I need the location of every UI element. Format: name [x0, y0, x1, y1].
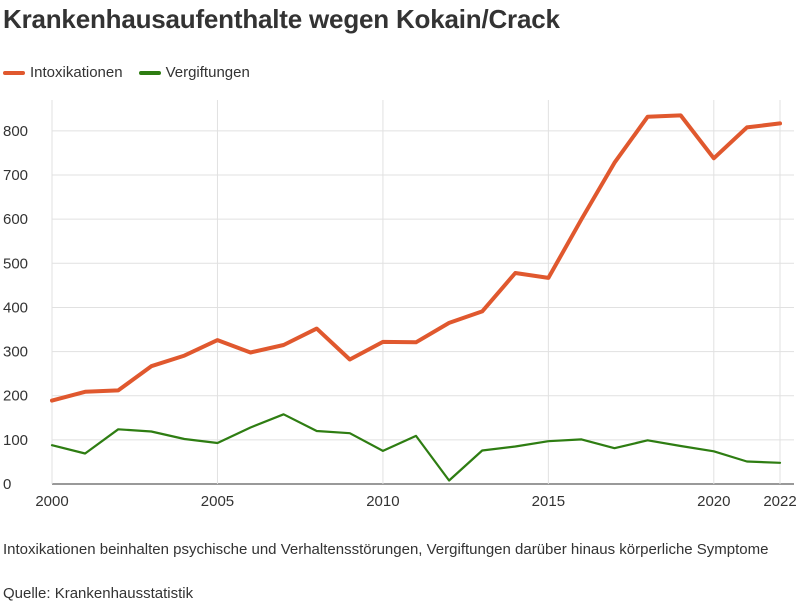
legend: Intoxikationen Vergiftungen	[3, 64, 266, 81]
series-lines	[50, 113, 782, 482]
y-tick-label: 0	[3, 476, 11, 493]
grid	[51, 100, 794, 485]
y-tick-label: 800	[3, 123, 28, 140]
x-tick-label: 2005	[201, 493, 234, 510]
chart-title: Krankenhausaufenthalte wegen Kokain/Crac…	[3, 4, 560, 34]
series-line-intoxikationen	[50, 113, 782, 403]
x-axis: 2000 2005 2010 2015 2020 2022	[35, 493, 796, 510]
chart-note: Intoxikationen beinhalten psychische und…	[3, 541, 769, 558]
y-axis: 0 100 200 300 400 500 600 700 800	[3, 123, 28, 493]
y-tick-label: 700	[3, 167, 28, 184]
legend-swatch-vergiftungen	[138, 70, 161, 75]
y-tick-label: 100	[3, 432, 28, 449]
legend-item-vergiftungen: Vergiftungen	[138, 64, 250, 81]
chart-source: Quelle: Krankenhausstatistik	[3, 585, 194, 602]
legend-label-vergiftungen: Vergiftungen	[165, 64, 250, 81]
x-tick-label: 2015	[532, 493, 565, 510]
series-line-vergiftungen	[50, 413, 782, 482]
y-tick-label: 600	[3, 211, 28, 228]
legend-swatch-intoxikationen	[3, 70, 25, 75]
x-tick-label: 2020	[697, 493, 730, 510]
x-tick-label: 2010	[366, 493, 399, 510]
y-tick-label: 400	[3, 299, 28, 316]
y-tick-label: 200	[3, 388, 28, 405]
y-tick-label: 500	[3, 255, 28, 272]
x-tick-label: 2000	[35, 493, 68, 510]
x-tick-label: 2022	[763, 493, 796, 510]
legend-label-intoxikationen: Intoxikationen	[30, 64, 123, 81]
legend-item-intoxikationen: Intoxikationen	[3, 64, 123, 81]
y-tick-label: 300	[3, 344, 28, 361]
